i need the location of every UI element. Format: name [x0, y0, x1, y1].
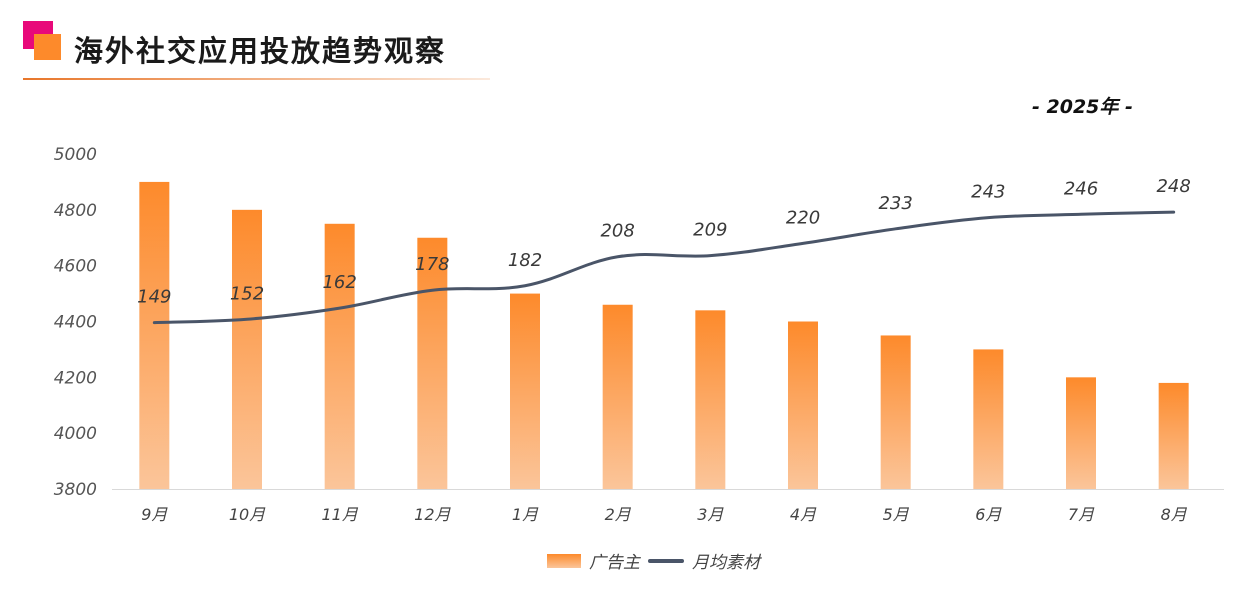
line-data-label: 162	[322, 272, 356, 293]
x-tick-label: 7月	[1068, 505, 1095, 524]
bar	[232, 209, 262, 490]
legend-bar-swatch	[547, 553, 581, 568]
line-data-label: 248	[1156, 176, 1190, 197]
page-title: 海外社交应用投放趋势观察	[74, 34, 447, 68]
x-tick-label: 10月	[229, 505, 266, 524]
line-data-label: 152	[230, 283, 264, 304]
title-underline	[23, 78, 490, 80]
x-tick-label: 1月	[512, 505, 539, 524]
line-data-label: 208	[600, 221, 634, 242]
legend-line-swatch	[648, 558, 684, 563]
line-series	[152, 210, 1176, 325]
x-tick-label: 3月	[697, 505, 724, 524]
bar	[324, 223, 355, 489]
bar	[602, 304, 633, 489]
bar	[973, 349, 1004, 489]
bar	[788, 321, 818, 489]
x-tick-label: 11月	[321, 505, 358, 524]
bar	[510, 293, 540, 489]
y-tick-label: 4600	[54, 257, 97, 277]
year-label: - 2025年 -	[1032, 96, 1133, 118]
line-data-label: 182	[508, 250, 542, 271]
x-tick-label: 2月	[605, 505, 632, 524]
bar	[1066, 377, 1096, 489]
bar	[695, 310, 726, 489]
y-tick-label: 4800	[54, 201, 97, 221]
y-tick-label: 4000	[54, 424, 97, 444]
bar	[139, 181, 170, 489]
y-tick-label: 4400	[54, 313, 97, 333]
line-data-label: 209	[693, 220, 727, 241]
bar	[880, 335, 911, 489]
x-tick-label: 12月	[414, 505, 451, 524]
bar	[1158, 382, 1189, 489]
legend: 广告主 月均素材	[547, 548, 760, 573]
x-tick-label: 4月	[790, 505, 817, 524]
line-data-label: 149	[137, 287, 171, 308]
x-tick-label: 6月	[975, 505, 1002, 524]
y-tick-label: 4200	[54, 368, 97, 388]
line-data-label: 233	[878, 193, 912, 214]
line-data-label: 246	[1064, 178, 1098, 199]
legend-bar-label: 广告主	[589, 553, 640, 573]
line-data-label: 243	[971, 182, 1005, 203]
x-tick-label: 8月	[1161, 505, 1188, 524]
line-data-label: 178	[415, 254, 449, 275]
y-tick-label: 5000	[54, 145, 97, 165]
bar	[417, 237, 448, 489]
x-tick-label: 5月	[883, 505, 910, 524]
y-tick-label: 3800	[54, 480, 97, 500]
legend-line-label: 月均素材	[692, 553, 760, 573]
logo-square-orange	[34, 34, 61, 60]
line-data-label: 220	[786, 207, 820, 228]
x-tick-label: 9月	[141, 505, 168, 524]
